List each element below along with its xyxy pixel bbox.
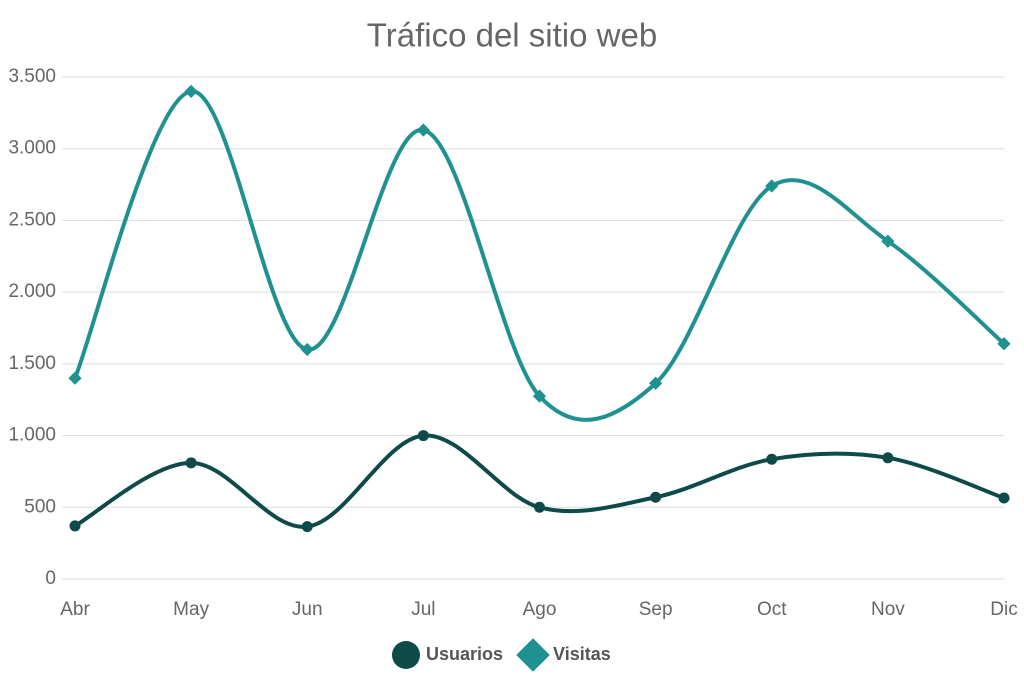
point	[301, 521, 313, 533]
y-tick-label: 500	[24, 496, 56, 517]
point	[300, 342, 314, 357]
x-tick-label: Jul	[411, 599, 435, 620]
point	[997, 337, 1011, 351]
legend-marker	[516, 638, 550, 672]
point	[881, 234, 895, 248]
y-tick-label: 1.000	[8, 425, 56, 446]
line	[73, 89, 1006, 422]
point	[417, 430, 429, 442]
y-tick-label: 3.500	[8, 66, 56, 87]
point	[534, 501, 545, 513]
legend: Usuarios Visitas	[392, 638, 611, 672]
y-tick-label: 2.000	[8, 281, 56, 302]
x-tick-label: Jun	[292, 599, 323, 620]
legend-label: Usuarios	[426, 644, 503, 664]
x-tick-label: May	[173, 599, 209, 620]
x-tick-label: Dic	[990, 599, 1017, 620]
y-tick-label: 1.500	[8, 353, 56, 374]
point	[69, 520, 81, 532]
point	[185, 457, 197, 469]
x-tick-label: Ago	[523, 599, 557, 620]
x-tick-label: Oct	[757, 599, 787, 620]
point	[998, 492, 1010, 504]
x-tick-label: Abr	[60, 599, 90, 620]
y-tick-label: 3.000	[8, 138, 56, 159]
y-tick-label: 0	[45, 568, 56, 589]
x-tick-label: Sep	[639, 599, 673, 620]
point	[68, 371, 82, 385]
legend-label: Visitas	[553, 644, 611, 664]
point	[184, 84, 198, 98]
chart-title: Tráfico del sitio web	[367, 17, 657, 54]
legend-marker	[392, 641, 420, 669]
point	[766, 453, 778, 465]
point	[532, 389, 547, 403]
point	[765, 179, 779, 193]
line	[74, 433, 1005, 529]
point	[416, 123, 430, 137]
point	[650, 491, 662, 503]
y-tick-label: 2.500	[8, 209, 56, 230]
point	[649, 376, 663, 390]
x-tick-label: Nov	[871, 599, 905, 620]
point	[882, 452, 894, 464]
